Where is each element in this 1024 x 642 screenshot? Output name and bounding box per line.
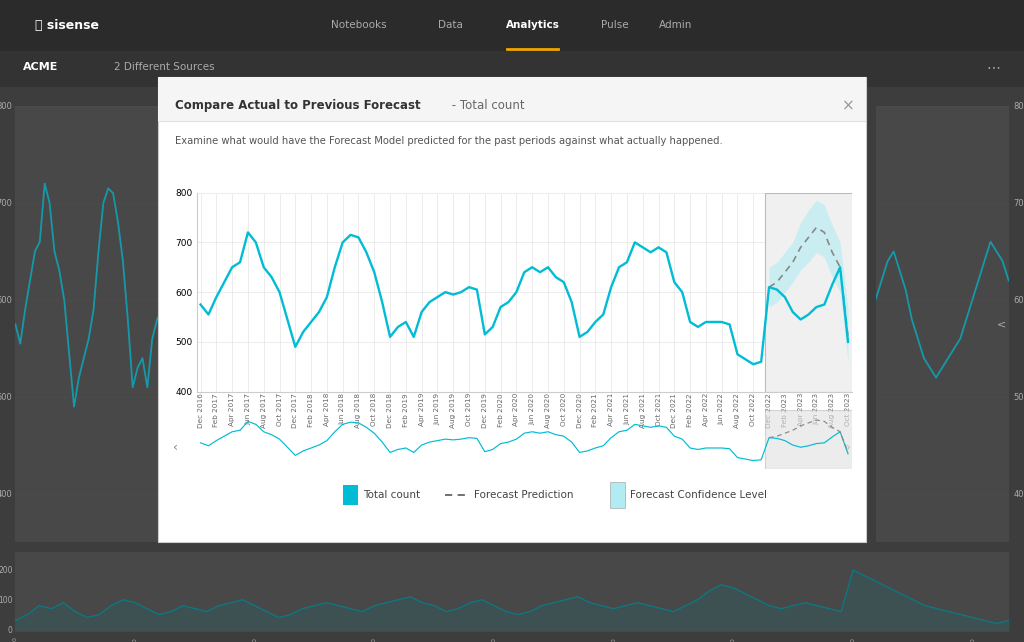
Bar bbox=[0, 51, 1024, 87]
Text: Forecast Confidence Level: Forecast Confidence Level bbox=[630, 490, 767, 500]
Bar bbox=[765, 410, 856, 469]
Bar bbox=[610, 482, 625, 508]
Bar bbox=[765, 193, 856, 392]
Text: ‹: ‹ bbox=[173, 440, 178, 453]
Text: Compare Actual to Previous Forecast: Compare Actual to Previous Forecast bbox=[175, 100, 421, 112]
Text: ⦿ sisense: ⦿ sisense bbox=[35, 19, 98, 31]
Bar bbox=[0, 0, 1024, 51]
Text: Admin: Admin bbox=[659, 20, 692, 30]
Text: Pulse: Pulse bbox=[601, 20, 628, 30]
Text: Data: Data bbox=[438, 20, 463, 30]
Text: - Total count: - Total count bbox=[449, 100, 525, 112]
Text: ›: › bbox=[846, 440, 851, 453]
Text: ⋯: ⋯ bbox=[986, 60, 1000, 74]
Text: 2 Different Sources: 2 Different Sources bbox=[114, 62, 214, 73]
Text: Notebooks: Notebooks bbox=[331, 20, 386, 30]
Text: ACME: ACME bbox=[24, 62, 58, 73]
Text: Forecast Prediction: Forecast Prediction bbox=[474, 490, 573, 500]
Text: <: < bbox=[996, 319, 1006, 329]
Text: ×: × bbox=[842, 98, 855, 114]
Text: Examine what would have the Forecast Model predicted for the past periods agains: Examine what would have the Forecast Mod… bbox=[175, 136, 723, 146]
Text: Analytics: Analytics bbox=[506, 20, 559, 30]
Bar bbox=[343, 485, 358, 505]
Text: Total count: Total count bbox=[364, 490, 421, 500]
